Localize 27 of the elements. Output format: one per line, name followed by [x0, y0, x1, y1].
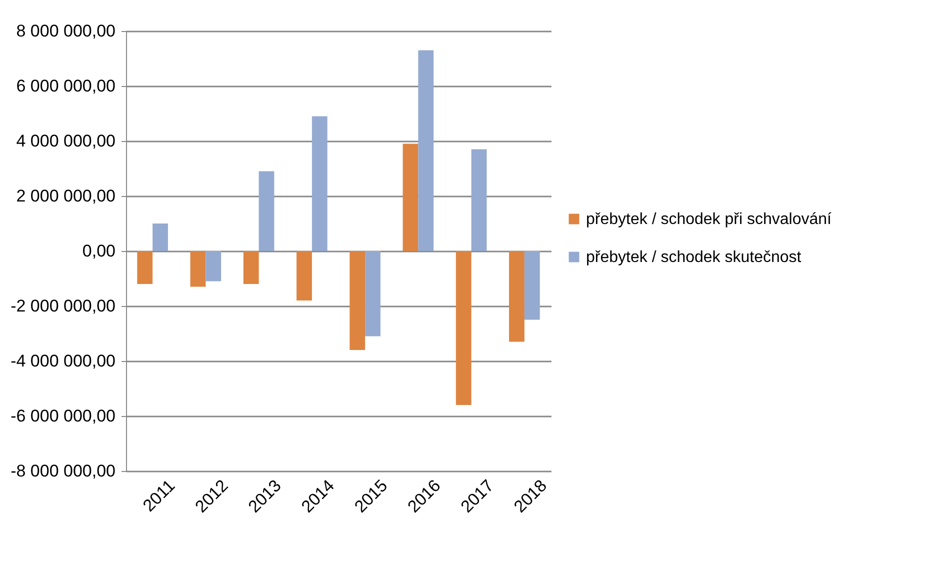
bar — [258, 171, 274, 251]
bar — [524, 251, 540, 320]
bar — [365, 251, 380, 336]
y-tick-label: -8 000 000,00 — [10, 462, 116, 480]
bar — [456, 251, 472, 405]
legend-label: přebytek / schodek skutečnost — [586, 249, 802, 266]
bar — [190, 251, 206, 287]
y-tick-label: 6 000 000,00 — [16, 76, 116, 96]
bar — [312, 116, 328, 251]
y-tick-label: 4 000 000,00 — [16, 132, 116, 150]
bar — [206, 251, 222, 282]
y-tick-label: 8 000 000,00 — [16, 22, 116, 40]
bar — [402, 144, 418, 251]
bar — [296, 251, 312, 300]
bar — [243, 251, 259, 284]
y-tick-label: -6 000 000,00 — [10, 406, 116, 426]
y-tick-label: -4 000 000,00 — [10, 352, 116, 370]
y-tick-label: -2 000 000,00 — [10, 296, 116, 316]
y-tick-label: 2 000 000,00 — [16, 186, 116, 206]
bar — [418, 50, 434, 251]
bar — [350, 251, 366, 350]
bar — [137, 251, 153, 284]
legend-label: přebytek / schodek při schvalování — [586, 211, 832, 228]
bar — [509, 251, 524, 342]
bar — [471, 149, 487, 251]
y-tick-label: 0,00 — [82, 242, 116, 260]
bar — [152, 224, 168, 251]
